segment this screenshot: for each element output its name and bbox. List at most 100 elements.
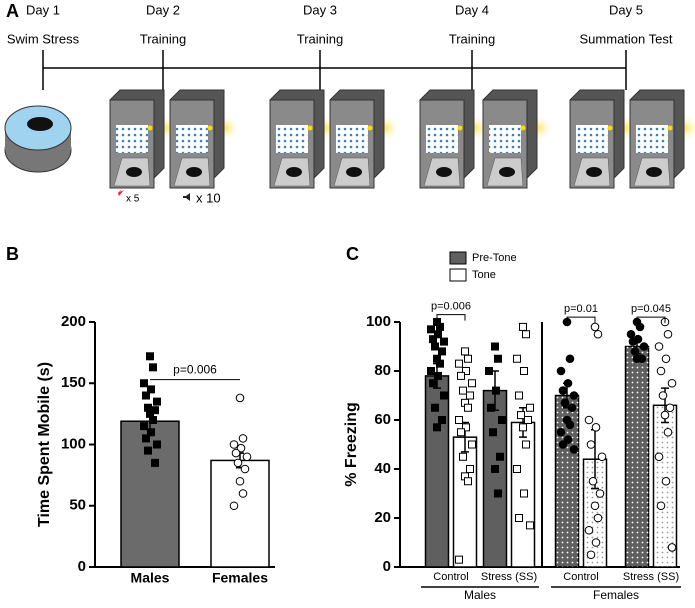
day-event: Training — [297, 31, 343, 46]
data-point — [661, 354, 671, 364]
data-point — [630, 347, 640, 356]
data-point — [464, 477, 472, 486]
data-point — [654, 342, 664, 351]
data-point — [489, 428, 497, 437]
data-point — [434, 330, 442, 339]
bracket — [566, 316, 596, 324]
data-point — [517, 411, 525, 420]
data-point — [513, 465, 521, 473]
data-point — [147, 385, 155, 394]
data-point — [660, 410, 670, 420]
data-point — [567, 403, 577, 413]
data-point — [142, 434, 150, 443]
data-point — [556, 427, 566, 437]
shock-note: x 5 — [126, 194, 140, 205]
mouse — [586, 167, 602, 177]
bracket — [636, 316, 666, 324]
data-point — [485, 367, 493, 375]
light — [307, 125, 313, 131]
mouse — [646, 167, 662, 177]
data-point — [487, 403, 495, 412]
data-point — [455, 555, 463, 564]
bar — [120, 420, 180, 568]
data-point — [628, 337, 638, 346]
data-point — [231, 448, 241, 458]
data-point — [656, 366, 666, 376]
data-point — [492, 386, 500, 395]
y-tick-label: 50 — [69, 497, 86, 514]
data-point — [626, 329, 636, 339]
data-point — [556, 366, 566, 376]
mouse — [186, 167, 202, 177]
data-point — [563, 435, 573, 444]
data-point — [513, 354, 521, 363]
data-point — [569, 391, 579, 400]
tone-icon — [183, 193, 190, 201]
data-point — [466, 391, 474, 400]
data-point — [586, 440, 596, 449]
data-point — [591, 423, 601, 432]
group-label: Females — [593, 588, 639, 602]
legend-swatch — [449, 268, 467, 282]
data-point — [667, 378, 677, 388]
data-point — [522, 440, 530, 449]
data-point — [142, 391, 150, 400]
data-point — [468, 440, 476, 449]
mouse — [499, 167, 515, 177]
data-point — [459, 452, 467, 461]
data-point — [235, 393, 245, 403]
data-point — [229, 440, 239, 449]
day-label: Day 2 — [146, 2, 180, 17]
bar-pattern — [555, 395, 579, 567]
data-point — [569, 445, 579, 454]
data-point — [464, 354, 472, 363]
data-point — [519, 322, 527, 331]
data-point — [236, 443, 246, 453]
y-tick-label: 0 — [383, 558, 391, 575]
data-point — [558, 386, 568, 395]
x-tick-label: Control — [433, 571, 468, 583]
legend-swatch — [449, 251, 467, 265]
x-tick-label: Stress (SS) — [481, 571, 537, 583]
data-point — [524, 416, 532, 424]
data-point — [491, 465, 499, 473]
data-point — [238, 489, 248, 498]
x-tick-label: Control — [563, 571, 598, 583]
light — [520, 125, 526, 131]
mouse — [27, 117, 53, 131]
y-tick-label: 200 — [61, 313, 86, 330]
data-point — [459, 386, 467, 395]
box-window — [176, 125, 208, 153]
data-point — [565, 354, 575, 364]
data-point — [464, 403, 472, 412]
data-point — [563, 378, 573, 388]
light — [367, 125, 373, 131]
data-point — [153, 397, 161, 406]
legend-label: Pre-Tone — [472, 252, 517, 264]
day-event: Training — [140, 31, 186, 46]
data-point — [590, 322, 600, 332]
data-point — [590, 501, 600, 511]
day-event: Summation Test — [580, 31, 673, 46]
bar-pattern — [625, 346, 649, 567]
data-point — [427, 367, 435, 375]
data-point — [491, 342, 499, 351]
box-window — [636, 125, 668, 153]
light — [207, 125, 213, 131]
y-tick-label: 40 — [374, 460, 391, 477]
panel-label: C — [346, 244, 359, 264]
data-point — [586, 550, 596, 560]
data-point — [526, 521, 534, 530]
data-point — [515, 514, 523, 522]
y-tick-label: 0 — [78, 558, 86, 575]
data-point — [461, 347, 469, 356]
y-tick-label: 60 — [374, 411, 391, 428]
data-point — [140, 422, 148, 431]
data-point — [438, 416, 446, 424]
annotation: p=0.045 — [631, 303, 671, 315]
data-point — [591, 538, 601, 547]
data-point — [522, 330, 530, 339]
data-point — [584, 415, 594, 425]
data-point — [434, 371, 442, 380]
data-point — [233, 458, 243, 468]
